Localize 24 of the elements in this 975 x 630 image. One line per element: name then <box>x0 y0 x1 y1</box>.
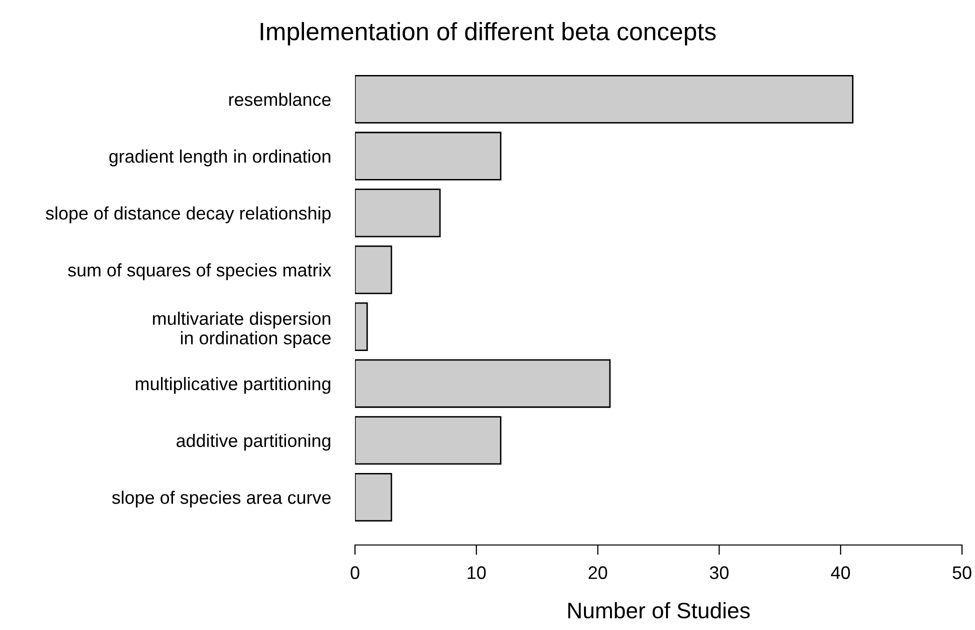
x-tick-label: 20 <box>588 566 608 580</box>
x-axis-title: Number of Studies <box>568 602 750 618</box>
x-tick-label: 50 <box>952 566 972 580</box>
y-tick-label: slope of species area curve <box>112 490 331 508</box>
chart-title: Implementation of different beta concepts <box>260 22 716 46</box>
bar <box>355 416 502 465</box>
y-tick-label: resemblance <box>229 92 331 106</box>
bar <box>355 472 392 522</box>
x-tick-label: 0 <box>350 566 360 580</box>
y-tick-label: multivariate dispersion in ordination space <box>152 312 331 348</box>
bar <box>355 74 854 124</box>
y-tick-label: slope of distance decay relationship <box>46 206 331 224</box>
x-tick-label: 40 <box>830 566 850 580</box>
y-tick-label: additive partitioning <box>176 434 330 451</box>
bar <box>355 246 392 294</box>
y-tick-label: sum of squares of species matrix <box>68 263 332 280</box>
bar <box>355 359 611 408</box>
bar <box>355 132 502 180</box>
bar <box>355 302 368 351</box>
x-tick-label: 30 <box>710 566 729 580</box>
y-tick-label: gradient length in ordination <box>109 150 330 166</box>
y-tick-label: multiplicative partitioning <box>136 376 330 394</box>
bar <box>355 188 441 238</box>
x-tick-label: 10 <box>468 566 486 580</box>
